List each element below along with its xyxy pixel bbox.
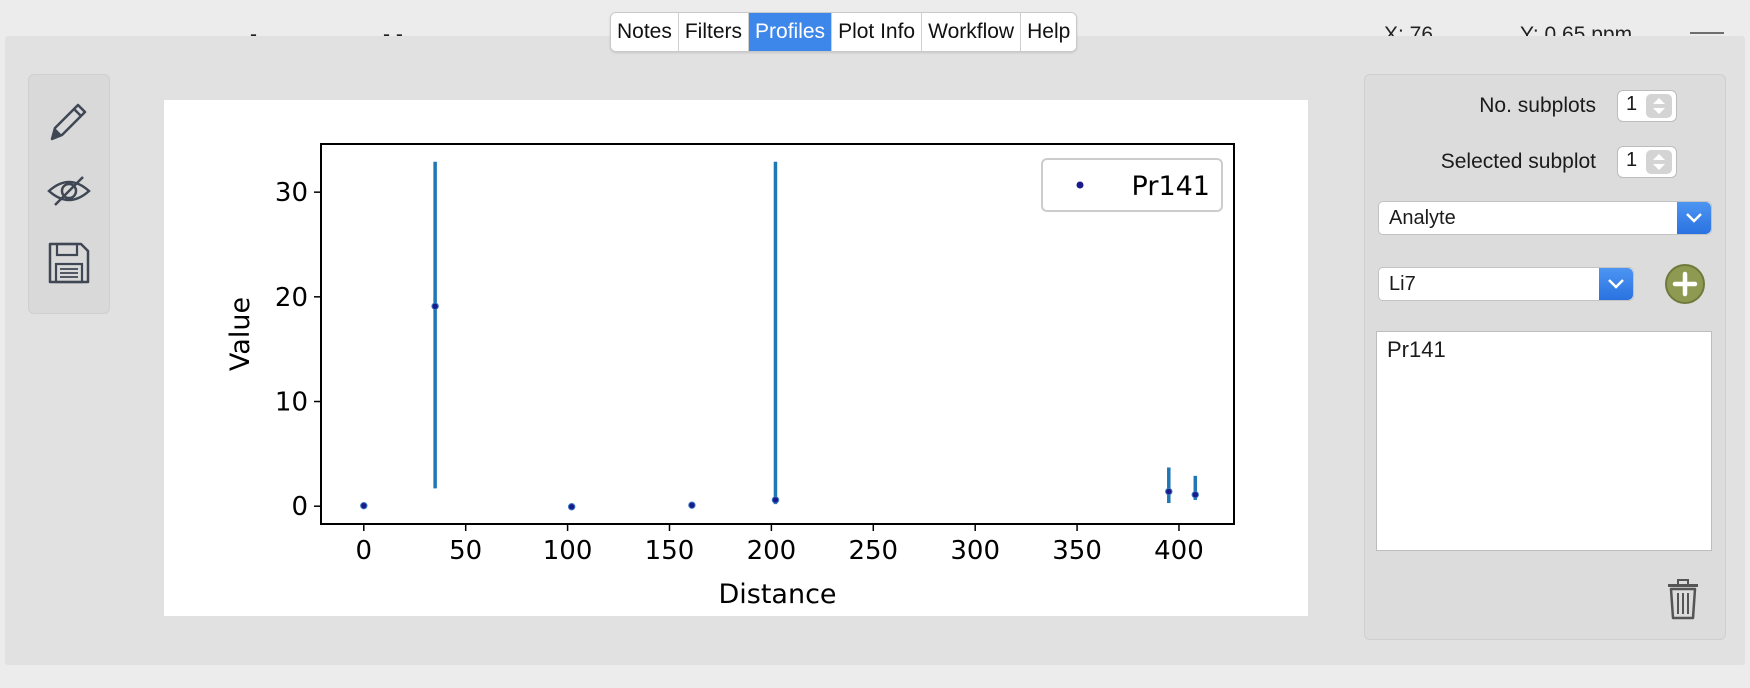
spin-arrows-icon[interactable]: [1646, 150, 1672, 174]
y-tick-label: 0: [291, 492, 308, 522]
field-type-value: Analyte: [1389, 207, 1456, 229]
y-axis-label: Value: [225, 297, 256, 371]
x-tick-label: 50: [449, 536, 482, 566]
menu-icon[interactable]: [1690, 32, 1724, 34]
chevron-down-icon[interactable]: [1599, 268, 1633, 300]
x-tick-label: 200: [747, 536, 797, 566]
no-subplots-spinbox[interactable]: 1: [1617, 90, 1677, 122]
x-axis-label: Distance: [718, 579, 836, 610]
data-point: [360, 501, 368, 510]
y-tick-label: 10: [275, 388, 308, 418]
tab-help[interactable]: Help: [1021, 13, 1077, 51]
x-tick-label: 300: [950, 536, 1000, 566]
x-tick-label: 400: [1154, 536, 1204, 566]
x-tick-label: 0: [356, 536, 373, 566]
no-subplots-label: No. subplots: [1479, 94, 1596, 117]
field-select[interactable]: Li7: [1378, 267, 1634, 301]
tab-plot-info[interactable]: Plot Info: [832, 13, 923, 51]
tab-profiles[interactable]: Profiles: [749, 13, 833, 51]
x-tick-label: 150: [645, 536, 695, 566]
profile-chart[interactable]: 0 50 100 150 200 250 300 350 400 0 10 20 30 Distance V…: [164, 100, 1308, 616]
plus-circle-icon: [1665, 264, 1705, 304]
y-tick-label: 30: [275, 178, 308, 208]
field-type-select[interactable]: Analyte: [1378, 201, 1712, 235]
save-disk-icon[interactable]: [43, 237, 95, 289]
data-point: [688, 501, 696, 509]
x-tick-label: 250: [848, 536, 898, 566]
x-coordinate-readout: X: 76: [1384, 23, 1434, 36]
pencil-icon[interactable]: [43, 95, 95, 147]
data-point: [567, 503, 576, 511]
y-tick-label: 20: [275, 283, 308, 313]
plot-canvas[interactable]: 0 50 100 150 200 250 300 350 400 0 10 20 30 Distance V…: [164, 100, 1308, 616]
selected-subplot-label: Selected subplot: [1440, 150, 1596, 173]
data-point: [1165, 487, 1173, 496]
delete-button[interactable]: [1666, 578, 1700, 620]
chevron-down-icon[interactable]: [1677, 202, 1711, 234]
spin-arrows-icon[interactable]: [1646, 94, 1672, 118]
legend-box: [1041, 158, 1223, 212]
trash-icon: [1668, 579, 1698, 620]
selected-subplot-spinbox[interactable]: 1: [1617, 146, 1677, 178]
add-field-button[interactable]: [1664, 263, 1706, 305]
legend-marker: [1076, 181, 1084, 189]
tab-filters[interactable]: Filters: [678, 13, 750, 51]
hide-eye-icon[interactable]: [43, 165, 95, 217]
x-tick-label: 350: [1052, 536, 1102, 566]
y-coordinate-readout: Y: 0.65 ppm: [1520, 23, 1633, 36]
data-point: [1191, 490, 1199, 499]
axes-frame: [320, 143, 1235, 525]
selected-subplot-value: 1: [1626, 149, 1638, 171]
tab-bar: Notes Filters Profiles Plot Info Workflo…: [610, 12, 1078, 52]
no-subplots-value: 1: [1626, 93, 1638, 115]
legend-entry: Pr141: [1132, 171, 1210, 202]
left-toolbar: [28, 74, 110, 314]
clipped-label-left: -: [250, 23, 257, 36]
list-item[interactable]: Pr141: [1387, 337, 1446, 362]
data-point: [431, 302, 439, 310]
tab-notes[interactable]: Notes: [611, 13, 679, 51]
field-list[interactable]: Pr141: [1376, 331, 1712, 551]
data-point: [771, 496, 780, 504]
x-tick-label: 100: [543, 536, 593, 566]
tab-workflow[interactable]: Workflow: [922, 13, 1022, 51]
clipped-label-middle: - -: [383, 23, 403, 36]
field-value: Li7: [1389, 273, 1416, 295]
